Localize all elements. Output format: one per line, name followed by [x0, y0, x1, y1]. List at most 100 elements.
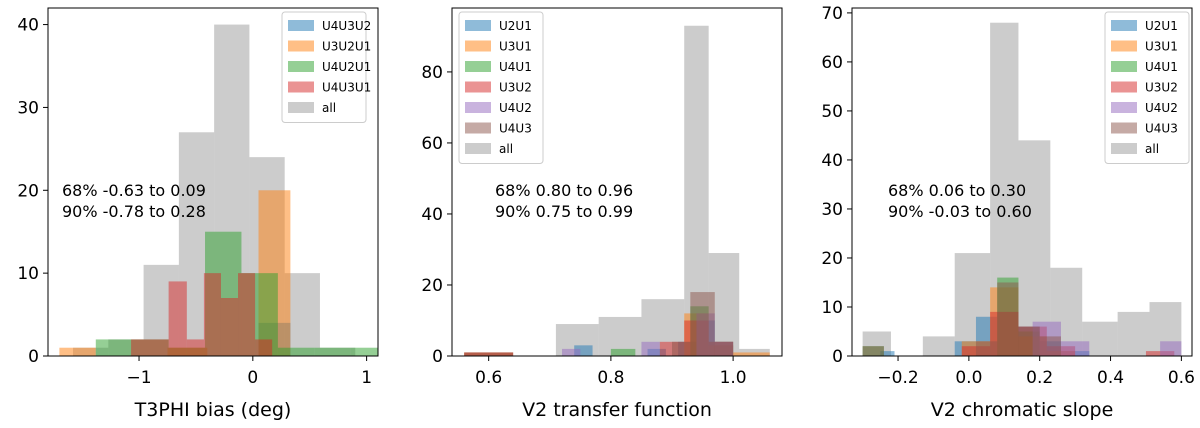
bar-u4u3: [672, 341, 691, 356]
x-tick-label: 0.0: [955, 368, 982, 388]
bar-u4u3: [690, 292, 715, 356]
legend-swatch: [1111, 102, 1137, 113]
legend-label: U4U3: [499, 122, 532, 136]
legend-label: U4U2U1: [322, 60, 371, 74]
legend-swatch: [465, 143, 491, 154]
bar-u2u1: [574, 345, 593, 356]
legend-label: U4U1: [1145, 60, 1178, 74]
bar-u3u1: [733, 352, 770, 356]
x-axis-label: V2 chromatic slope: [931, 399, 1114, 421]
bar-u4u1: [610, 348, 636, 356]
x-tick-label: 0.8: [597, 368, 624, 388]
x-tick-label: 0.2: [1026, 368, 1053, 388]
legend: U2U1 U3U1 U4U1 U3U2 U4U2 U4U3 all: [1104, 11, 1190, 164]
chart-panel-3: 0 10 20 30 40 50 60 70 −0.2 0.0 0.2 0.4 0.6 V2 chroma…: [821, 4, 1195, 421]
x-axis-label: T3PHI bias (deg): [134, 399, 292, 421]
legend-swatch: [465, 20, 491, 31]
y-tick-label: 0: [832, 347, 843, 367]
legend-swatch: [465, 102, 491, 113]
bars: [862, 22, 1182, 356]
legend-label: U4U3U1: [322, 81, 371, 95]
legend-swatch: [288, 20, 314, 31]
axes-frame: [451, 7, 783, 357]
y-tick-label: 10: [821, 298, 843, 318]
legend-swatch: [288, 40, 314, 52]
y-tick-label: 20: [421, 276, 443, 296]
bar-u4u3: [714, 341, 734, 356]
legend-swatch: [465, 122, 491, 134]
bar-all: [1018, 140, 1051, 356]
bar-all: [284, 273, 320, 356]
bar-u4u2: [641, 341, 660, 356]
legend-swatch: [1111, 122, 1137, 134]
y-tick-label: 40: [17, 16, 39, 36]
bar-u3u2: [961, 346, 991, 356]
y-tick-label: 30: [821, 200, 843, 220]
bar-u4u3u1: [131, 339, 169, 356]
legend-swatch: [1111, 143, 1137, 154]
bar-u4u3: [1018, 326, 1040, 356]
bar-u4u2: [562, 348, 581, 356]
legend-label: U4U3U2: [322, 19, 371, 33]
legend-label: U3U2: [1145, 81, 1178, 95]
bar-u4u3u1: [168, 281, 187, 356]
stats-annotation: 68% -0.63 to 0.09: [62, 181, 206, 200]
bar-u4u3u1: [238, 273, 256, 356]
stats-annotation: 90% -0.03 to 0.60: [888, 202, 1032, 221]
y-tick-label: 60: [821, 53, 843, 73]
bar-u4u2u1: [277, 347, 315, 356]
bar-u4u3: [997, 282, 1019, 356]
stats-annotation: 68% 0.80 to 0.96: [495, 181, 633, 200]
legend-swatch: [288, 61, 314, 72]
legend-swatch: [288, 102, 314, 113]
legend-swatch: [1111, 81, 1137, 93]
bar-u3u2: [1145, 351, 1175, 356]
bar-u4u3u1: [203, 273, 221, 356]
stats-annotation: 68% 0.06 to 0.30: [888, 181, 1026, 200]
y-tick-label: 50: [821, 102, 843, 122]
y-tick-label: 70: [821, 4, 843, 24]
bar-all: [1117, 311, 1150, 356]
x-tick-label: 0.6: [1168, 368, 1195, 388]
bar-all: [922, 336, 955, 356]
axes-frame: [47, 7, 379, 357]
stats-annotation: 90% 0.75 to 0.99: [495, 202, 633, 221]
x-tick-label: −1: [127, 368, 152, 388]
legend-swatch: [288, 81, 314, 93]
y-tick-label: 40: [421, 205, 443, 225]
legend-label: U2U1: [1145, 19, 1178, 33]
bar-u4u2: [1160, 341, 1182, 356]
bar-u4u3u1: [186, 339, 204, 356]
legend-label: U3U1: [499, 40, 532, 54]
chart-panel-1: 0 10 20 30 40 −1 0 1 T3PHI bias (deg) 68% -0.63 t…: [17, 7, 379, 421]
x-tick-label: 0.6: [475, 368, 502, 388]
legend-label: U4U3: [1145, 122, 1178, 136]
bar-u4u2u1: [314, 347, 351, 356]
x-tick-label: 1.0: [720, 368, 747, 388]
bar-u4u3u1: [220, 298, 239, 356]
legend-label: U4U2: [499, 101, 532, 115]
y-tick-label: 10: [17, 264, 39, 284]
bar-u4u2: [1060, 341, 1090, 356]
axes-frame: [851, 7, 1193, 357]
legend-label: U3U2: [499, 81, 532, 95]
bar-u4u3: [862, 346, 884, 356]
legend-label: U4U2: [1145, 101, 1178, 115]
bar-u4u2u1: [95, 339, 132, 356]
legend-swatch: [1111, 20, 1137, 31]
legend-box: [281, 11, 367, 123]
legend-swatch: [1111, 40, 1137, 52]
y-tick-label: 0: [28, 347, 39, 367]
legend-swatch: [1111, 61, 1137, 72]
bar-u4u3u1: [255, 339, 273, 356]
x-tick-label: 0.4: [1097, 368, 1124, 388]
bar-u2u1: [880, 351, 895, 356]
bar-u4u3: [464, 352, 514, 356]
legend-swatch: [465, 61, 491, 72]
legend-swatch: [465, 81, 491, 93]
x-tick-label: 0: [247, 368, 258, 388]
legend: U2U1 U3U1 U4U1 U3U2 U4U2 U4U3 all: [458, 11, 544, 164]
legend-label: U2U1: [499, 19, 532, 33]
bars: [59, 24, 378, 356]
